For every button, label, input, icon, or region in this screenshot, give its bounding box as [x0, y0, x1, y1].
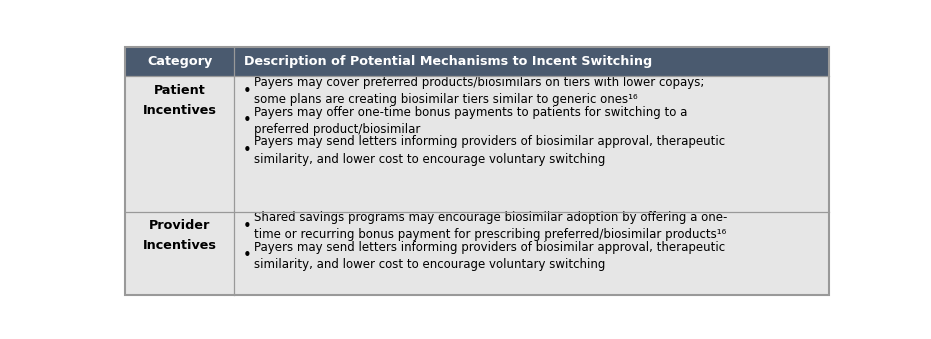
Text: •: • [243, 84, 251, 99]
Text: •: • [243, 219, 251, 234]
Text: Provider
Incentives: Provider Incentives [142, 219, 217, 253]
Text: Patient
Incentives: Patient Incentives [142, 84, 217, 117]
Text: Payers may send letters informing providers of biosimilar approval, therapeutic
: Payers may send letters informing provid… [254, 241, 725, 271]
Text: Category: Category [147, 55, 212, 68]
Text: •: • [243, 143, 251, 158]
Text: Shared savings programs may encourage biosimilar adoption by offering a one-
tim: Shared savings programs may encourage bi… [254, 211, 728, 241]
Bar [125, 77, 830, 212]
Text: Payers may send letters informing providers of biosimilar approval, therapeutic
: Payers may send letters informing provid… [254, 135, 725, 166]
Text: Description of Potential Mechanisms to Incent Switching: Description of Potential Mechanisms to I… [244, 55, 652, 68]
Text: Payers may offer one-time bonus payments to patients for switching to a
preferre: Payers may offer one-time bonus payments… [254, 105, 688, 136]
Text: •: • [243, 248, 251, 263]
Text: •: • [243, 113, 251, 128]
Bar [125, 47, 830, 77]
Text: Payers may cover preferred products/biosimilars on tiers with lower copays;
some: Payers may cover preferred products/bios… [254, 76, 705, 106]
Bar [125, 212, 830, 295]
